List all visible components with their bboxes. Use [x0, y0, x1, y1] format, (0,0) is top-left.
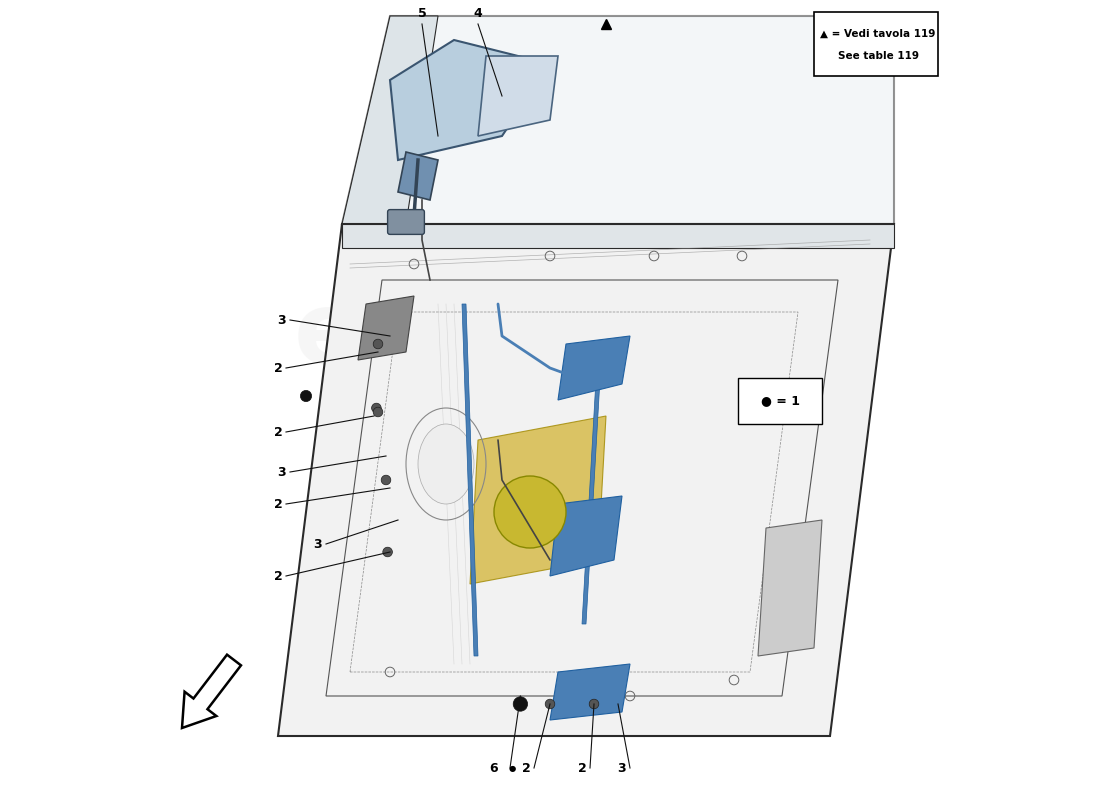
- Text: 4: 4: [474, 7, 483, 20]
- FancyBboxPatch shape: [738, 378, 822, 424]
- Text: 3: 3: [314, 538, 322, 550]
- Text: euro: euro: [294, 287, 551, 385]
- Text: a passion: a passion: [326, 610, 488, 638]
- Circle shape: [382, 475, 390, 485]
- Text: 3: 3: [618, 762, 626, 774]
- Polygon shape: [390, 40, 550, 160]
- Circle shape: [546, 699, 554, 709]
- Polygon shape: [278, 224, 894, 736]
- Circle shape: [373, 339, 383, 349]
- Text: 6: 6: [490, 762, 498, 774]
- Text: since 1985: since 1985: [534, 674, 702, 702]
- Circle shape: [383, 547, 393, 557]
- Polygon shape: [358, 296, 414, 360]
- Polygon shape: [398, 152, 438, 200]
- Polygon shape: [758, 520, 822, 656]
- Polygon shape: [342, 16, 438, 224]
- Polygon shape: [462, 304, 478, 656]
- Polygon shape: [558, 336, 630, 400]
- Circle shape: [373, 407, 383, 417]
- Polygon shape: [342, 16, 894, 224]
- Polygon shape: [582, 344, 602, 624]
- Text: ●: ●: [509, 763, 516, 773]
- Text: 2: 2: [274, 570, 283, 582]
- Polygon shape: [470, 416, 606, 584]
- Text: ● = 1: ● = 1: [761, 394, 800, 407]
- Circle shape: [494, 476, 566, 548]
- Text: 2: 2: [274, 426, 283, 438]
- Text: 2: 2: [578, 762, 586, 774]
- Text: 2: 2: [274, 498, 283, 510]
- Text: 5: 5: [418, 7, 427, 20]
- Text: cars: cars: [510, 411, 690, 485]
- Circle shape: [372, 403, 382, 413]
- Ellipse shape: [418, 424, 474, 504]
- Text: See table 119: See table 119: [837, 51, 918, 61]
- Circle shape: [300, 390, 311, 402]
- FancyBboxPatch shape: [387, 210, 425, 234]
- Circle shape: [514, 697, 528, 711]
- Polygon shape: [342, 224, 894, 248]
- Text: 3: 3: [277, 314, 286, 326]
- Polygon shape: [550, 496, 622, 576]
- Text: ▲ = Vedi tavola 119: ▲ = Vedi tavola 119: [821, 29, 936, 38]
- FancyBboxPatch shape: [814, 12, 938, 76]
- Polygon shape: [550, 664, 630, 720]
- Text: 2: 2: [274, 362, 283, 374]
- Text: 2: 2: [521, 762, 530, 774]
- Polygon shape: [478, 56, 558, 136]
- FancyArrow shape: [182, 654, 241, 728]
- Circle shape: [590, 699, 598, 709]
- Circle shape: [516, 699, 525, 709]
- Text: 3: 3: [277, 466, 286, 478]
